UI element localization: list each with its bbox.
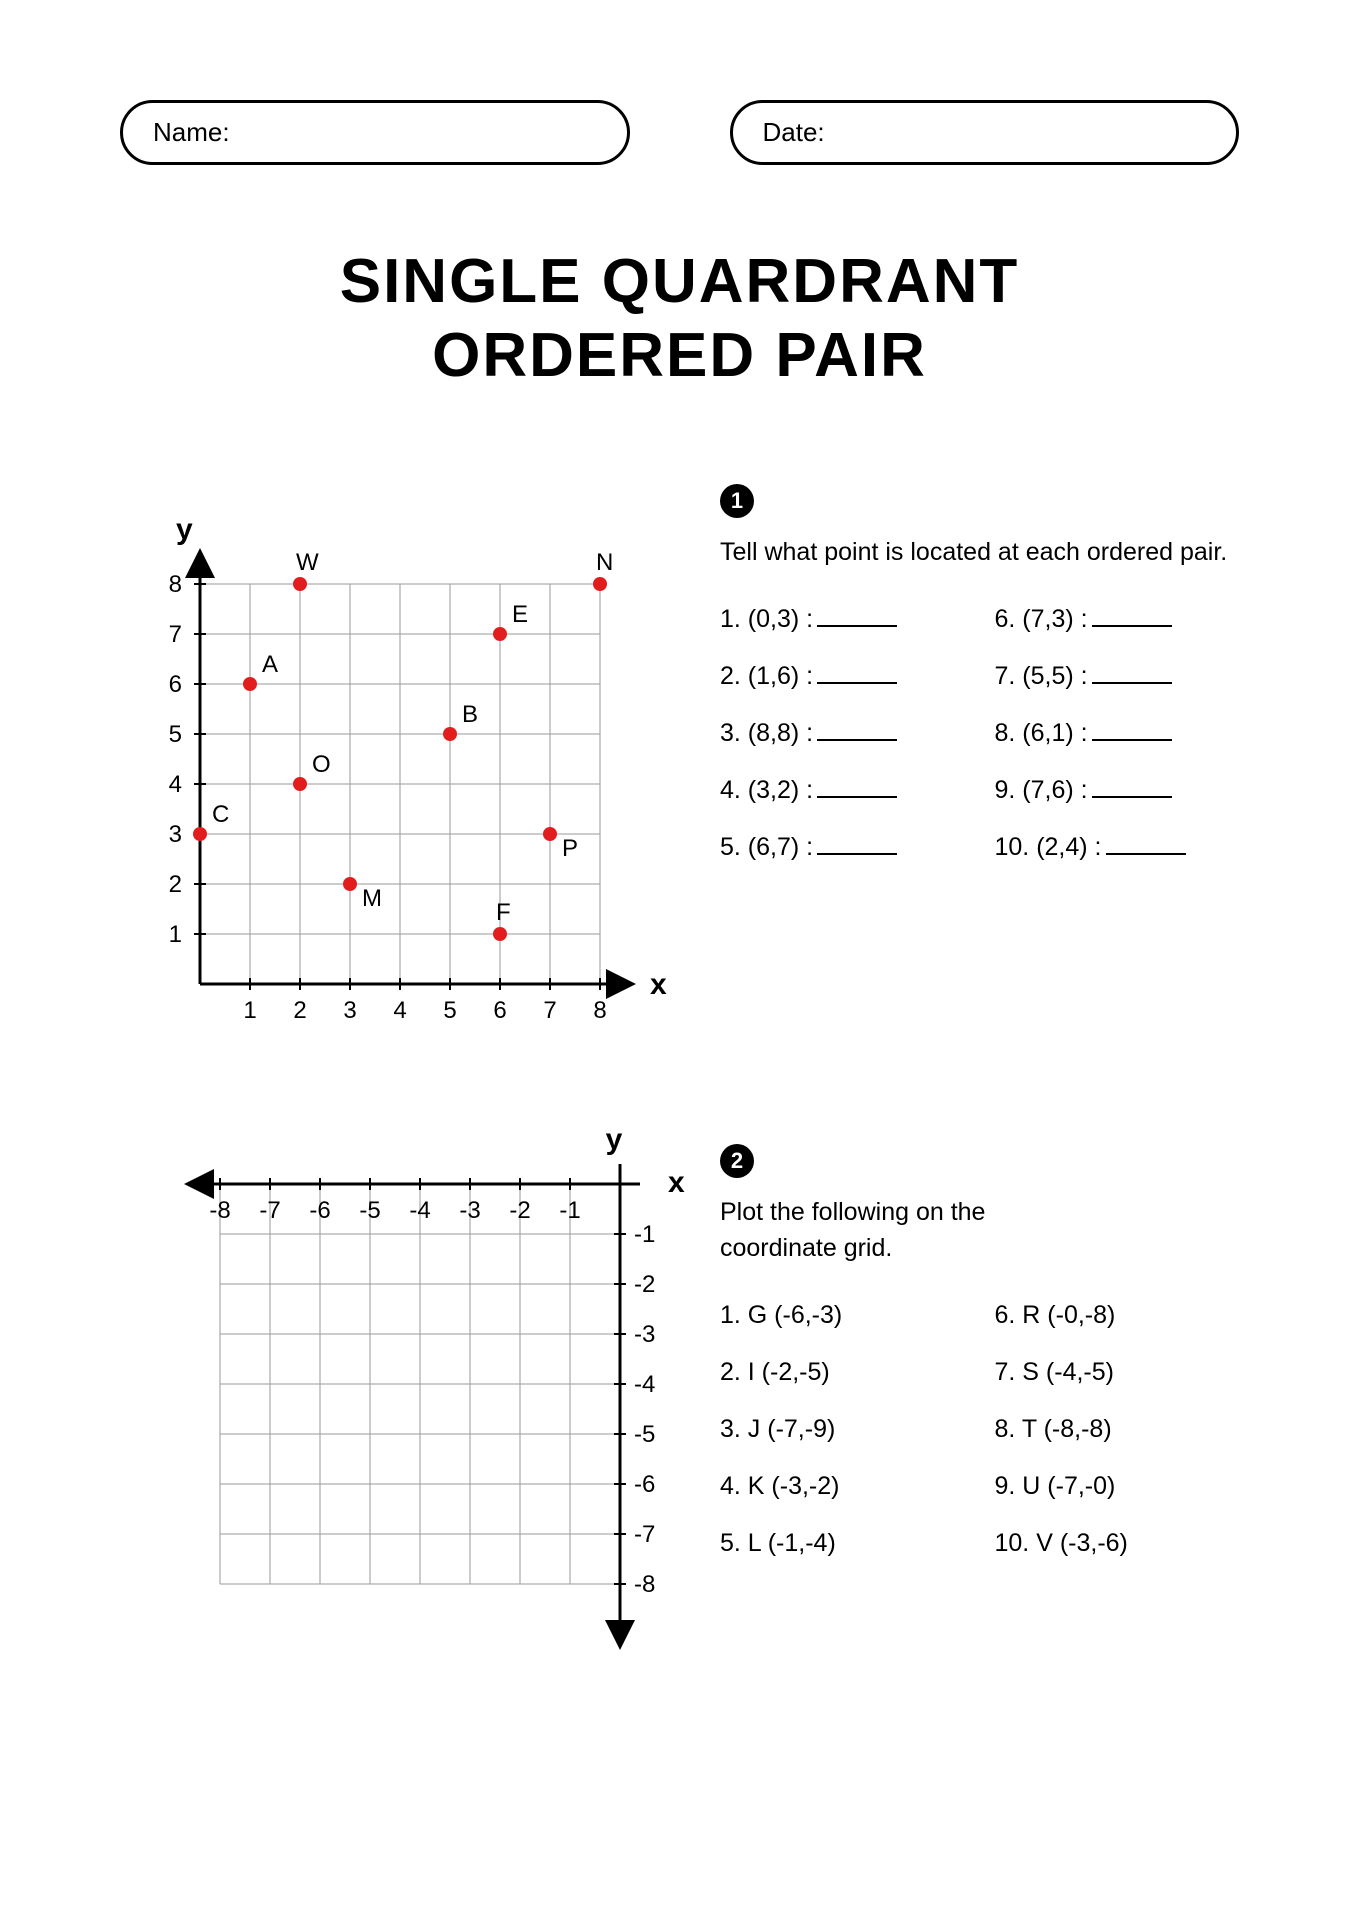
- worksheet-page: Name: Date: SINGLE QUARDRANT ORDERED PAI…: [0, 0, 1359, 1894]
- section1-badge: 1: [720, 484, 754, 518]
- question-item: 5. (6,7) :: [720, 833, 965, 862]
- svg-text:1: 1: [169, 921, 182, 948]
- svg-text:1: 1: [243, 997, 256, 1024]
- svg-text:M: M: [362, 885, 382, 912]
- section2-prompt: Plot the following on the coordinate gri…: [720, 1194, 1020, 1267]
- svg-text:E: E: [512, 601, 528, 628]
- answer-blank[interactable]: [1092, 625, 1172, 627]
- question-item: 3. J (-7,-9): [720, 1415, 965, 1444]
- header-row: Name: Date:: [120, 100, 1239, 165]
- svg-text:8: 8: [169, 571, 182, 598]
- question-item: 8. (6,1) :: [995, 719, 1240, 748]
- section2-content: 2 Plot the following on the coordinate g…: [720, 1104, 1239, 1559]
- question-item: 7. (5,5) :: [995, 662, 1240, 691]
- svg-text:-6: -6: [309, 1197, 330, 1224]
- question-item: 4. (3,2) :: [720, 776, 965, 805]
- section-1: 1 1 2 2 3 3 4 4 5 5 6 6 7 7 8 8 x y W N E A B O C P M F 1 Tell what…: [120, 484, 1239, 1044]
- svg-text:y: y: [606, 1123, 623, 1156]
- svg-text:3: 3: [169, 821, 182, 848]
- answer-blank[interactable]: [817, 853, 897, 855]
- svg-text:y: y: [176, 513, 193, 546]
- svg-text:-3: -3: [459, 1197, 480, 1224]
- answer-blank[interactable]: [817, 739, 897, 741]
- question-item: 7. S (-4,-5): [995, 1358, 1240, 1387]
- question-item: 8. T (-8,-8): [995, 1415, 1240, 1444]
- svg-text:-3: -3: [634, 1321, 655, 1348]
- answer-blank[interactable]: [817, 625, 897, 627]
- svg-text:4: 4: [169, 771, 182, 798]
- svg-text:5: 5: [443, 997, 456, 1024]
- question-item: 5. L (-1,-4): [720, 1529, 965, 1558]
- title-block: SINGLE QUARDRANT ORDERED PAIR: [120, 245, 1239, 394]
- question-item: 2. I (-2,-5): [720, 1358, 965, 1387]
- svg-text:B: B: [462, 701, 478, 728]
- svg-text:4: 4: [393, 997, 406, 1024]
- answer-blank[interactable]: [817, 682, 897, 684]
- section1-content: 1 Tell what point is located at each ord…: [720, 484, 1239, 862]
- answer-blank[interactable]: [817, 796, 897, 798]
- svg-text:-1: -1: [634, 1221, 655, 1248]
- name-label: Name:: [153, 117, 230, 147]
- svg-text:2: 2: [293, 997, 306, 1024]
- svg-text:x: x: [650, 968, 667, 1001]
- svg-text:8: 8: [593, 997, 606, 1024]
- answer-blank[interactable]: [1092, 796, 1172, 798]
- svg-text:6: 6: [169, 671, 182, 698]
- svg-text:-6: -6: [634, 1471, 655, 1498]
- chart2-container: -1 -1 -2 -2 -3 -3 -4 -4 -5 -5 -6 -6 -7 -7 -8 -8 x y: [120, 1104, 700, 1714]
- date-field[interactable]: Date:: [730, 100, 1240, 165]
- svg-text:-4: -4: [634, 1371, 655, 1398]
- svg-text:2: 2: [169, 871, 182, 898]
- title-line1: SINGLE QUARDRANT: [120, 245, 1239, 319]
- chart2-svg: -1 -1 -2 -2 -3 -3 -4 -4 -5 -5 -6 -6 -7 -7 -8 -8 x y: [120, 1104, 700, 1714]
- svg-text:-4: -4: [409, 1197, 430, 1224]
- section1-questions: 1. (0,3) : 6. (7,3) : 2. (1,6) : 7. (5,5) :…: [720, 605, 1239, 862]
- question-item: 4. K (-3,-2): [720, 1472, 965, 1501]
- svg-text:-2: -2: [634, 1271, 655, 1298]
- name-field[interactable]: Name:: [120, 100, 630, 165]
- svg-text:-2: -2: [509, 1197, 530, 1224]
- svg-text:F: F: [496, 899, 511, 926]
- section2-questions: 1. G (-6,-3) 6. R (-0,-8) 2. I (-2,-5) 7. S…: [720, 1301, 1239, 1558]
- svg-text:P: P: [562, 835, 578, 862]
- svg-text:3: 3: [343, 997, 356, 1024]
- svg-text:-1: -1: [559, 1197, 580, 1224]
- svg-text:N: N: [596, 549, 613, 576]
- svg-text:-7: -7: [259, 1197, 280, 1224]
- svg-text:C: C: [212, 801, 229, 828]
- svg-text:-8: -8: [634, 1571, 655, 1598]
- svg-text:-8: -8: [209, 1197, 230, 1224]
- section1-prompt: Tell what point is located at each order…: [720, 534, 1239, 570]
- date-label: Date:: [763, 117, 825, 147]
- answer-blank[interactable]: [1106, 853, 1186, 855]
- svg-text:W: W: [296, 549, 319, 576]
- svg-text:O: O: [312, 751, 331, 778]
- question-item: 9. (7,6) :: [995, 776, 1240, 805]
- question-item: 6. R (-0,-8): [995, 1301, 1240, 1330]
- answer-blank[interactable]: [1092, 682, 1172, 684]
- section-2: -1 -1 -2 -2 -3 -3 -4 -4 -5 -5 -6 -6 -7 -7 -8 -8 x y 2 Plo…: [120, 1104, 1239, 1714]
- question-item: 1. G (-6,-3): [720, 1301, 965, 1330]
- svg-text:5: 5: [169, 721, 182, 748]
- answer-blank[interactable]: [1092, 739, 1172, 741]
- question-item: 10. (2,4) :: [995, 833, 1240, 862]
- svg-text:A: A: [262, 651, 278, 678]
- chart1-svg: 1 1 2 2 3 3 4 4 5 5 6 6 7 7 8 8 x y W N E A B O C P M F: [120, 484, 700, 1044]
- svg-text:7: 7: [543, 997, 556, 1024]
- svg-text:6: 6: [493, 997, 506, 1024]
- question-item: 6. (7,3) :: [995, 605, 1240, 634]
- svg-text:-5: -5: [634, 1421, 655, 1448]
- svg-text:-7: -7: [634, 1521, 655, 1548]
- svg-text:7: 7: [169, 621, 182, 648]
- question-item: 3. (8,8) :: [720, 719, 965, 748]
- question-item: 9. U (-7,-0): [995, 1472, 1240, 1501]
- question-item: 1. (0,3) :: [720, 605, 965, 634]
- chart1-container: 1 1 2 2 3 3 4 4 5 5 6 6 7 7 8 8 x y W N E A B O C P M F: [120, 484, 700, 1044]
- question-item: 10. V (-3,-6): [995, 1529, 1240, 1558]
- section2-badge: 2: [720, 1144, 754, 1178]
- question-item: 2. (1,6) :: [720, 662, 965, 691]
- title-line2: ORDERED PAIR: [120, 319, 1239, 393]
- svg-text:x: x: [668, 1166, 685, 1199]
- svg-text:-5: -5: [359, 1197, 380, 1224]
